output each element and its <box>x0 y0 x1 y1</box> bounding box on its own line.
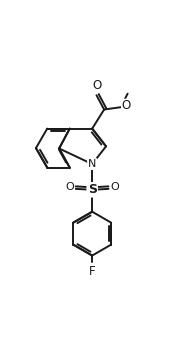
Text: O: O <box>66 182 74 192</box>
Text: S: S <box>88 183 97 196</box>
Text: O: O <box>122 99 131 112</box>
Text: O: O <box>92 79 101 92</box>
Text: O: O <box>110 182 119 192</box>
Text: N: N <box>88 159 96 169</box>
Text: F: F <box>89 265 95 278</box>
